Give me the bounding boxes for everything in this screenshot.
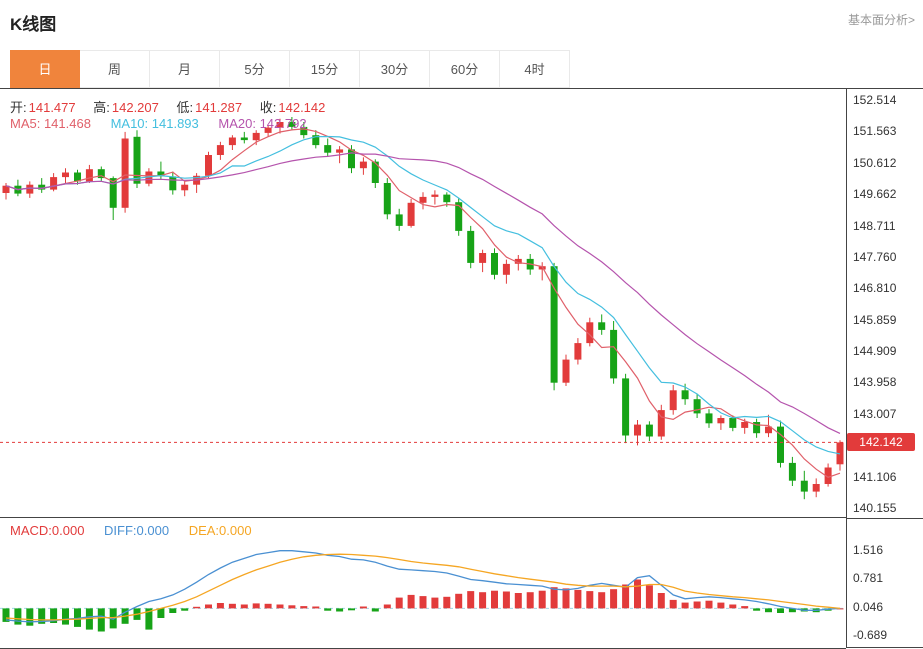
price-axis-label: 151.563 [853,124,897,139]
macd-panel: MACD:0.000 DIFF:0.000 DEA:0.000 [0,517,846,649]
ma5-legend: MA5: 141.468 [10,116,91,131]
price-axis-label: 149.662 [853,187,897,202]
price-axis-label: 146.810 [853,281,897,296]
close-label: 收: [259,100,277,115]
current-price-badge: 142.142 [847,433,915,452]
open-legend: 开: 141.477 [10,100,76,115]
tab-timeframe-2[interactable]: 周 [80,50,150,88]
price-axis-label: 148.711 [853,218,896,233]
macd-chart-canvas[interactable] [0,518,846,648]
ma20-legend: MA20: 142.792 [218,116,307,131]
tab-timeframe-6[interactable]: 30分 [360,50,430,88]
ma10-legend: MA10: 141.893 [110,116,199,131]
candlestick-chart-canvas[interactable] [0,89,846,517]
header: K线图 基本面分析> [0,0,923,50]
tab-timeframe-4[interactable]: 5分 [220,50,290,88]
low-value: 141.287 [195,100,243,115]
tab-timeframe-3[interactable]: 月 [150,50,220,88]
high-legend: 高: 142.207 [93,100,159,115]
tab-timeframe-8[interactable]: 4时 [500,50,570,88]
tab-timeframe-7[interactable]: 60分 [430,50,500,88]
axis-panel-divider [847,518,923,519]
high-label: 高: [93,100,110,115]
high-value: 142.207 [111,100,159,115]
fundamental-analysis-link[interactable]: 基本面分析> [847,13,915,27]
tab-timeframe-1[interactable]: 日 [10,50,80,88]
macd-axis-label: 0.046 [853,599,884,614]
low-label: 低: [176,100,194,115]
ohlc-legend: 开: 141.477 高: 142.207 低: 141.287 收: 142.142 [10,97,339,116]
macd-legend: MACD:0.000 DIFF:0.000 DEA:0.000 [10,523,268,538]
open-label: 开: [10,100,27,115]
open-value: 141.477 [28,100,76,115]
price-axis: 142.142 152.514 151.563 150.612 149.662 148.… [846,88,923,648]
price-axis-label: 150.612 [853,155,897,170]
price-axis-label: 141.106 [853,469,897,484]
price-axis-label: 145.859 [853,312,897,327]
price-axis-label: 152.514 [853,93,897,108]
macd-axis-label: 1.516 [853,543,884,558]
ma-legend: MA5: 141.468 MA10: 141.893 MA20: 142.792 [10,116,323,131]
price-axis-label: 143.007 [853,406,897,421]
diff-value-legend: DIFF:0.000 [104,523,170,538]
close-legend: 收: 142.142 [260,100,326,115]
dea-value-legend: DEA:0.000 [188,523,252,538]
macd-axis-label: -0.689 [853,627,888,642]
macd-axis-label: 0.781 [853,571,884,586]
macd-value-legend: MACD:0.000 [10,523,85,538]
low-legend: 低: 141.287 [177,100,243,115]
main-chart-panel: 开: 141.477 高: 142.207 低: 141.287 收: 142.142 … [0,88,846,517]
timeframe-tabbar: 日周月 5分 15分 30分 60分 4时 [10,50,570,88]
close-value: 142.142 [278,100,326,115]
price-axis-label: 144.909 [853,344,897,359]
tab-timeframe-5[interactable]: 15分 [290,50,360,88]
price-axis-label: 147.760 [853,249,897,264]
price-axis-label: 140.155 [853,500,897,515]
price-axis-label: 143.958 [853,375,897,390]
page-title: K线图 [10,15,57,34]
